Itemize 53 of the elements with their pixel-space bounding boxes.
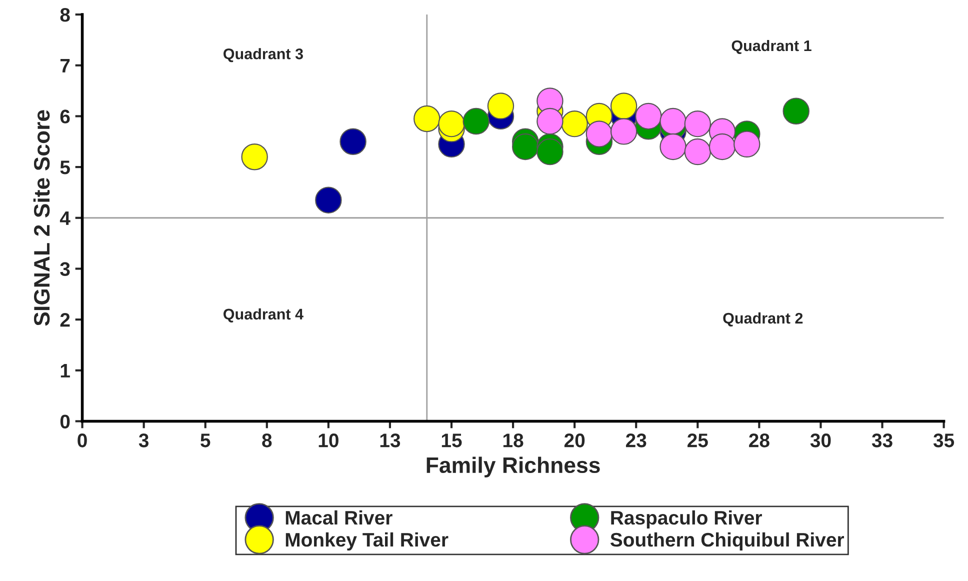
point (684, 110, 712, 138)
x-tick-label: 30 (810, 434, 831, 448)
x-tick-label: 13 (380, 434, 400, 448)
legend-label: Monkey Tail River (286, 532, 448, 551)
legend-label: Southern Chiquibul River (610, 532, 844, 551)
y-tick-label: 7 (60, 59, 70, 72)
point (782, 98, 810, 124)
y-tick-label: 5 (60, 160, 70, 174)
point (438, 110, 465, 138)
point (684, 138, 712, 166)
x-tick-label: 18 (503, 434, 524, 448)
x-tick-label: 28 (749, 434, 770, 448)
x-tick-label: 20 (564, 434, 585, 448)
point (536, 138, 564, 166)
point (340, 128, 366, 155)
annotation: Quadrant 3 (224, 48, 303, 62)
point (586, 120, 613, 148)
y-axis-title: SIGNAL 2 Site Score (33, 110, 50, 326)
y-tick-label: 2 (60, 313, 70, 327)
annotation: Quadrant 2 (723, 312, 803, 327)
y-tick-label: 0 (60, 414, 70, 428)
x-tick-label: 8 (262, 434, 272, 448)
point (414, 105, 440, 132)
y-tick-label: 3 (60, 262, 70, 276)
x-tick-label: 0 (78, 434, 87, 448)
x-tick-label: 5 (200, 434, 210, 448)
x-tick-label: 35 (933, 434, 954, 448)
point (315, 186, 342, 214)
point (241, 144, 268, 170)
point (635, 102, 662, 130)
x-tick-label: 3 (138, 434, 149, 448)
point (734, 130, 760, 158)
annotation: Quadrant 4 (224, 308, 304, 322)
point (610, 92, 638, 120)
point (512, 133, 539, 160)
y-tick-label: 4 (60, 212, 70, 225)
x-tick-label: 23 (626, 434, 646, 448)
x-tick-label: 10 (318, 434, 338, 448)
point (462, 108, 490, 135)
x-tick-label: 15 (442, 434, 462, 448)
x-axis-title: Family Richness (426, 456, 600, 478)
point (561, 110, 588, 138)
x-tick-label: 25 (688, 434, 708, 448)
legend-label: Raspaculo River (611, 510, 762, 528)
y-tick-label: 6 (60, 110, 70, 124)
annotation: Quadrant 1 (732, 40, 812, 54)
legend-label: Macal River (286, 510, 392, 525)
point (610, 118, 638, 145)
point (487, 92, 514, 120)
point (708, 133, 736, 160)
x-tick-label: 33 (872, 434, 892, 448)
y-tick-label: 8 (60, 8, 70, 22)
y-tick-label: 1 (60, 364, 70, 378)
